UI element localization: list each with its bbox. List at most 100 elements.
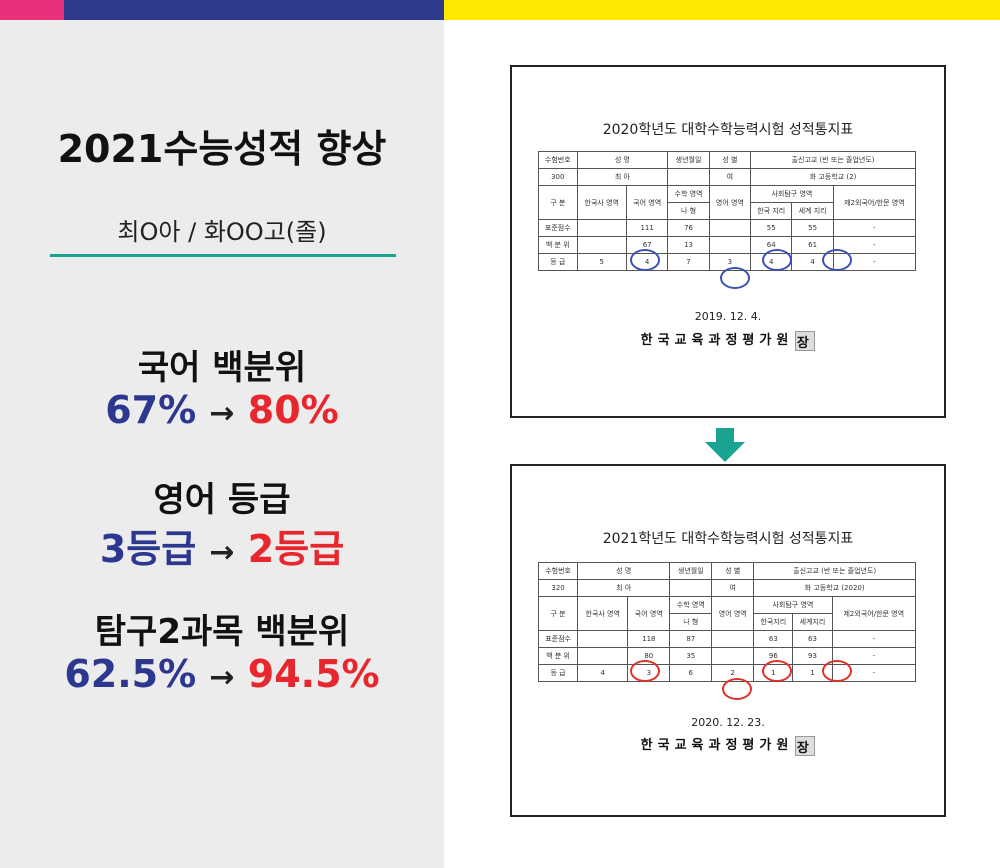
issuer-text: 한국교육과정평가원 [640,738,794,753]
subject-cell: 수학 영역 [667,185,710,203]
score-cell [708,219,752,237]
subject-cell: 세계지리 [792,613,833,631]
top-bar-navy-segment [64,0,444,20]
subject-cell: 세계 지리 [791,202,834,220]
score-cell: 등 급 [537,664,579,682]
subject-cell: 나 형 [669,613,713,631]
subject-cell: 한국지리 [753,613,794,631]
score-cell: 55 [750,219,793,237]
score-cell: 백 분 위 [537,647,579,665]
stat-label-korean: 국어 백분위 [137,348,307,388]
stat-value-inquiry: 62.5% → 94.5% [0,652,444,696]
subject-cell: 영어 영역 [711,596,755,631]
top-color-bar [0,0,1000,20]
issue-date: 2020. 12. 23. [691,716,765,729]
score-cell: - [832,219,917,237]
subject-cell: 국어 영역 [627,596,671,631]
score-cell: 표준점수 [537,630,579,648]
score-cell: - [831,630,917,648]
red-circle-mark [762,660,792,682]
subject-cell: 국어 영역 [625,185,669,220]
header-cell: 생년월일 [669,562,713,580]
page-title: 2021수능성적 향상 [57,127,387,171]
blue-circle-mark [720,267,750,289]
info-cell [667,168,710,186]
red-circle-mark [630,660,660,682]
subject-cell: 구 분 [537,596,579,631]
score-cell: 35 [669,647,713,665]
stat-label-inquiry: 탐구2과목 백분위 [94,612,350,652]
blue-circle-mark [822,249,852,271]
issuer-name: 한국교육과정평가원 장 [512,734,944,756]
official-seal: 장 [795,735,816,756]
header-cell: 성 별 [708,151,752,169]
info-cell: 최 아 [576,168,669,186]
info-cell [669,579,713,597]
score-cell: 4 [577,664,629,682]
header-cell: 생년월일 [667,151,710,169]
score-report-2020: 2020학년도 대학수학능력시험 성적통지표 수험번호 성 명 생년월일 성 별… [510,65,946,418]
info-cell: 300 [538,168,578,186]
score-cell [577,647,629,665]
score-cell: 백 분 위 [538,236,578,254]
info-cell: 화 고등학교 (2) [750,168,916,186]
blue-circle-mark [762,249,792,271]
score-cell: 87 [669,630,713,648]
score-table: 수험번호 성 명 생년월일 성 별 출신고교 (반 또는 졸업년도) 300 최… [538,151,917,271]
stat-before-value: 62.5% [64,652,197,696]
header-cell: 성 명 [577,562,671,580]
subject-cell: 한국사 영역 [577,596,629,631]
score-cell: 등 급 [538,253,578,271]
header-cell: 출신고교 (반 또는 졸업년도) [753,562,916,580]
stat-before-value: 67% [105,388,197,432]
right-arrow-icon: → [209,535,235,570]
score-cell: 13 [667,236,710,254]
info-cell: 320 [537,579,579,597]
stat-after-value: 94.5% [247,652,380,696]
score-cell: 63 [792,630,833,648]
score-cell: 111 [625,219,669,237]
info-cell: 화 고등학교 (2020) [753,579,916,597]
title-divider [50,254,396,257]
score-cell: 6 [669,664,713,682]
issue-date: 2019. 12. 4. [694,310,762,323]
right-arrow-icon: → [209,396,235,431]
subject-cell: 영어 영역 [708,185,752,220]
info-cell: 여 [711,579,755,597]
subject-cell: 나 형 [667,202,710,220]
top-bar-yellow-segment [444,0,1000,20]
issuer-text: 한국교육과정평가원 [640,333,794,348]
doc-title: 2020학년도 대학수학능력시험 성적통지표 [602,122,854,138]
score-cell: 55 [791,219,834,237]
subject-cell: 사회탐구 영역 [750,185,834,203]
score-cell: 118 [627,630,671,648]
right-arrow-icon: → [209,660,235,695]
header-cell: 성 별 [711,562,755,580]
red-circle-mark [822,660,852,682]
official-seal: 장 [795,330,816,351]
top-bar-pink-segment [0,0,64,20]
stat-after-value: 2등급 [247,527,345,571]
header-cell: 수험번호 [537,562,579,580]
score-cell: 표준점수 [538,219,578,237]
subject-cell: 사회탐구 영역 [753,596,833,614]
stat-value-english: 3등급 → 2등급 [0,518,444,573]
score-cell: 7 [667,253,710,271]
info-cell: 여 [708,168,752,186]
stat-value-korean: 67% → 80% [0,388,444,432]
score-cell: 76 [667,219,710,237]
score-cell: 5 [576,253,627,271]
header-cell: 수험번호 [538,151,578,169]
header-cell: 출신고교 (반 또는 졸업년도) [750,151,916,169]
subject-cell: 한국 지리 [750,202,793,220]
score-cell [576,236,627,254]
score-cell [577,630,629,648]
score-cell [708,236,752,254]
doc-title: 2021학년도 대학수학능력시험 성적통지표 [602,531,854,547]
red-circle-mark [722,678,752,700]
stat-label-english: 영어 등급 [153,480,291,520]
subject-cell: 수학 영역 [669,596,713,614]
subject-cell: 구 분 [538,185,578,220]
blue-circle-mark [630,249,660,271]
issuer-name: 한국교육과정평가원 장 [512,329,944,351]
